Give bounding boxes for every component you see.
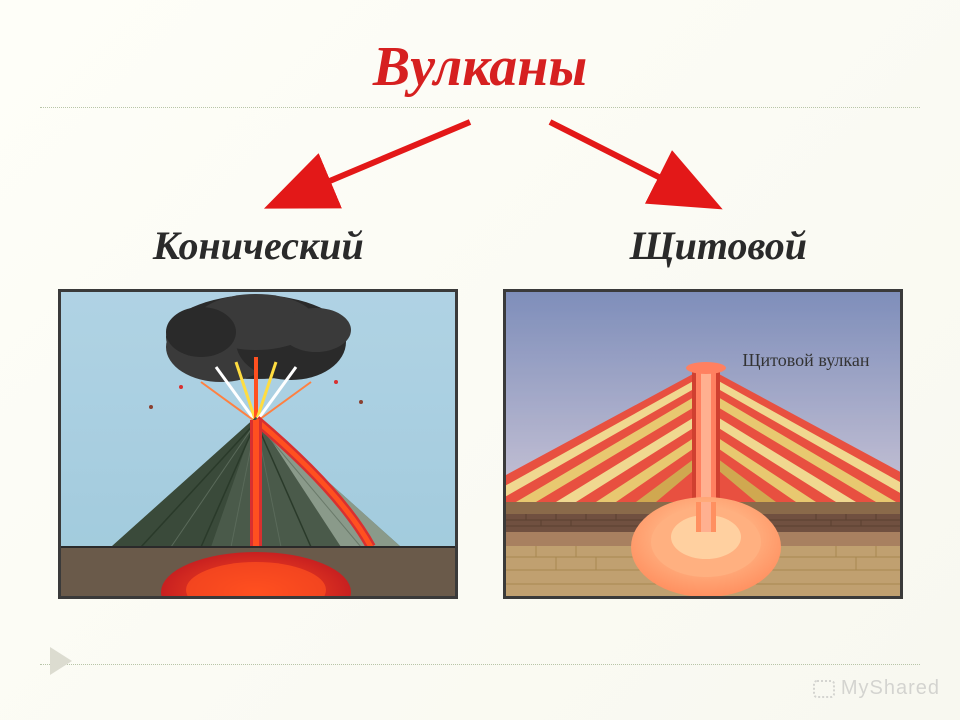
watermark: MyShared	[813, 677, 940, 700]
images-row: Щитовой вулкан	[40, 289, 920, 599]
conical-volcano-svg	[61, 292, 458, 599]
conical-label: Конический	[153, 222, 364, 269]
footer-nav-arrow-icon	[50, 647, 72, 675]
arrows-container	[40, 112, 920, 222]
branching-arrows	[40, 112, 920, 222]
shield-volcano-image: Щитовой вулкан	[503, 289, 903, 599]
shield-internal-label: Щитовой вулкан	[742, 350, 869, 371]
shield-label: Щитовой	[630, 222, 807, 269]
watermark-icon	[813, 680, 835, 698]
types-row: Конический Щитовой	[40, 222, 920, 269]
slide-title: Вулканы	[40, 35, 920, 99]
conical-volcano-image	[58, 289, 458, 599]
arrow-right	[550, 122, 712, 204]
watermark-text: MyShared	[841, 677, 940, 699]
shield-volcano-svg	[506, 292, 903, 599]
divider-top	[40, 107, 920, 108]
arrow-left	[275, 122, 470, 204]
divider-bottom	[40, 664, 920, 665]
